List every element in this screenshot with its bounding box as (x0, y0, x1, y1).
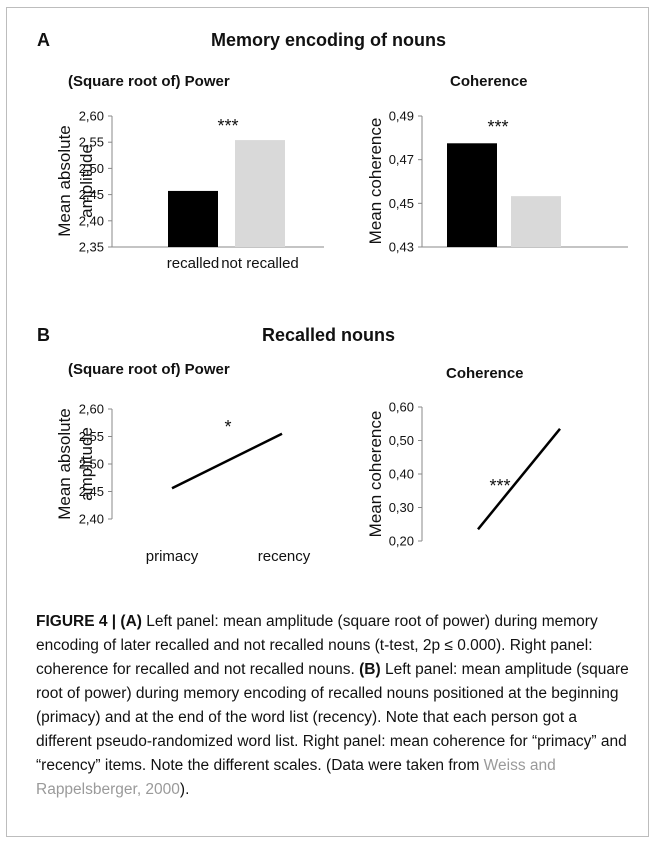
chart-1-bar-1 (511, 196, 561, 247)
caption-label-a: FIGURE 4 | (A) (36, 613, 142, 630)
chart-1-y-tick-label: 0,45 (389, 196, 414, 211)
chart-0-y-tick-label: 2,45 (79, 187, 104, 202)
figure-caption: FIGURE 4 | (A) Left panel: mean amplitud… (36, 610, 630, 802)
caption-label-b: (B) (359, 661, 381, 678)
chart-2-y-tick-label: 2,45 (79, 484, 104, 499)
chart-3-series-line (477, 427, 561, 531)
chart-3-y-tick-label: 0,50 (389, 433, 414, 448)
chart-0-x-tick-label: not recalled (221, 255, 299, 272)
panel-b-letter: B (37, 325, 50, 345)
chart-3-y-tick-label: 0,30 (389, 500, 414, 515)
chart-1-bar-0 (447, 143, 497, 247)
chart-2-y-tick-label: 2,55 (79, 429, 104, 444)
chart-1-y-tick-label: 0,43 (389, 240, 414, 255)
chart-2-y-label: Mean absolute (55, 408, 74, 520)
chart-0-y-label: Mean absolute (55, 125, 74, 237)
chart-3-significance-label: *** (489, 476, 510, 496)
chart-a1-title: (Square root of) Power (68, 73, 230, 90)
figure-frame (6, 7, 649, 837)
chart-a2-title: Coherence (450, 73, 528, 90)
caption-text-2: Left panel: mean amplitude (square root … (36, 661, 629, 774)
panel-a-letter: A (37, 30, 50, 50)
chart-0-significance-label: *** (217, 116, 238, 136)
chart-1-y-tick-label: 0,47 (389, 152, 414, 167)
chart-0-bar-0 (168, 190, 218, 247)
chart-0-x-tick-label: recalled (167, 255, 220, 272)
chart-b1-title: (Square root of) Power (68, 361, 230, 378)
chart-2-y-tick-label: 2,50 (79, 457, 104, 472)
chart-2-significance-label: * (224, 417, 231, 437)
caption-text-1: Left panel: mean amplitude (square root … (36, 613, 598, 678)
chart-2-y-tick-label: 2,60 (79, 402, 104, 417)
chart-3-y-tick-label: 0,40 (389, 467, 414, 482)
chart-2-x-tick-label: recency (258, 548, 311, 565)
caption-reference-link[interactable]: Weiss and Rappelsberger, 2000 (36, 757, 556, 798)
chart-3-y-label: Mean coherence (366, 411, 385, 538)
chart-0-y-tick-label: 2,35 (79, 240, 104, 255)
chart-0-y-label: amplitude (77, 144, 96, 218)
chart-0-bar-1 (235, 140, 285, 247)
chart-2-x-tick-label: primacy (146, 548, 199, 565)
chart-0-y-tick-label: 2,50 (79, 161, 104, 176)
chart-0-y-tick-label: 2,55 (79, 135, 104, 150)
chart-3-y-tick-label: 0,60 (389, 400, 414, 415)
caption-text-3: ). (179, 781, 190, 798)
chart-0-y-tick-label: 2,40 (79, 213, 104, 228)
chart-1-significance-label: *** (487, 117, 508, 137)
chart-2-y-tick-label: 2,40 (79, 512, 104, 527)
chart-2-y-label: amplitude (77, 427, 96, 501)
chart-0-y-tick-label: 2,60 (79, 109, 104, 124)
panel-b-title: Recalled nouns (261, 325, 396, 345)
chart-3-y-tick-label: 0,20 (389, 534, 414, 549)
chart-1-y-tick-label: 0,49 (389, 109, 414, 124)
chart-1-y-label: Mean coherence (366, 118, 385, 245)
panel-a-title: Memory encoding of nouns (210, 30, 446, 50)
chart-b2-title: Coherence (446, 365, 524, 382)
chart-2-series-line (171, 432, 283, 490)
